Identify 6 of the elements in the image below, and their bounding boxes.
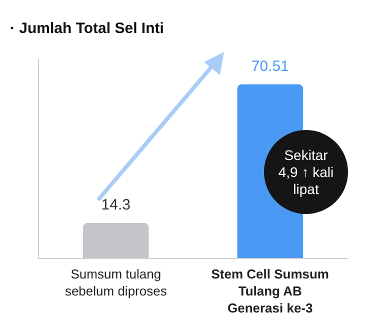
annotation: Sekitar 4,9 ↑ kali lipat — [277, 146, 335, 198]
data-label: 70.51 — [251, 58, 289, 76]
data-label: 14.3 — [101, 196, 130, 214]
chart-title: · Jumlah Total Sel Inti — [10, 20, 164, 37]
x-tick-label: Sumsum tulang sebelum diproses — [64, 266, 168, 298]
x-tick-label: Stem Cell Sumsum Tulang AB Generasi ke-3 — [211, 266, 329, 316]
